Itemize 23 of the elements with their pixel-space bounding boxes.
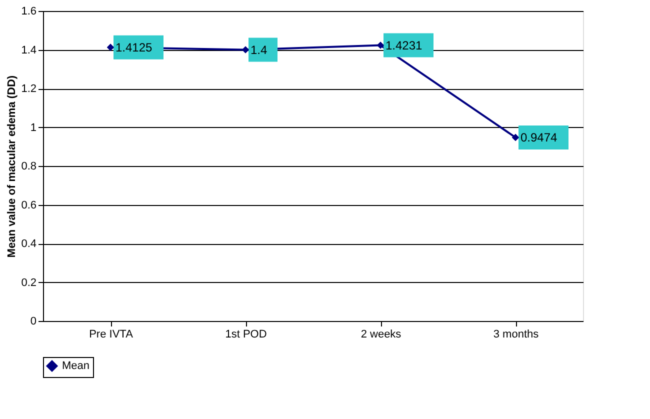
y-tick-label: 1.6 xyxy=(21,6,36,18)
point xyxy=(376,42,384,49)
y-tick-label: 1.4 xyxy=(21,44,36,56)
y-tick-label: 0.6 xyxy=(21,199,36,212)
x-tick-label: 3 months xyxy=(493,328,540,340)
data-label: 1.4231 xyxy=(386,38,423,52)
x-tick-label: 2 weeks xyxy=(360,328,402,340)
legend-label: Mean xyxy=(62,360,90,372)
data-label: 1.4 xyxy=(250,42,268,57)
y-tick-label: 0.8 xyxy=(21,160,36,172)
y-tick-label: 0 xyxy=(30,316,36,328)
point xyxy=(512,134,520,141)
x-tick-label: Pre IVTA xyxy=(89,328,134,340)
x-tick-label: 1st POD xyxy=(225,328,267,340)
point xyxy=(106,44,114,51)
data-label: 0.9474 xyxy=(520,130,558,144)
y-tick-label: 0.4 xyxy=(21,238,36,250)
y-tick-label: 1.2 xyxy=(21,83,36,95)
data-label: 1.4125 xyxy=(116,40,153,54)
point xyxy=(242,46,250,54)
y-axis-title: Mean value of macular edema (DD) xyxy=(6,75,18,258)
y-tick-label: 0.2 xyxy=(21,276,36,289)
y-tick-label: 1 xyxy=(30,122,36,134)
